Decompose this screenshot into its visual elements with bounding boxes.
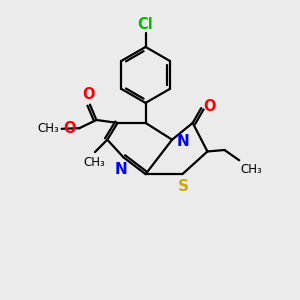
- Text: N: N: [176, 134, 189, 149]
- Text: O: O: [204, 99, 216, 114]
- Text: CH₃: CH₃: [83, 156, 105, 169]
- Text: N: N: [115, 162, 128, 177]
- Text: O: O: [63, 121, 76, 136]
- Text: CH₃: CH₃: [38, 122, 60, 135]
- Text: O: O: [82, 87, 95, 102]
- Text: Cl: Cl: [138, 16, 154, 32]
- Text: S: S: [178, 179, 189, 194]
- Text: CH₃: CH₃: [241, 163, 262, 176]
